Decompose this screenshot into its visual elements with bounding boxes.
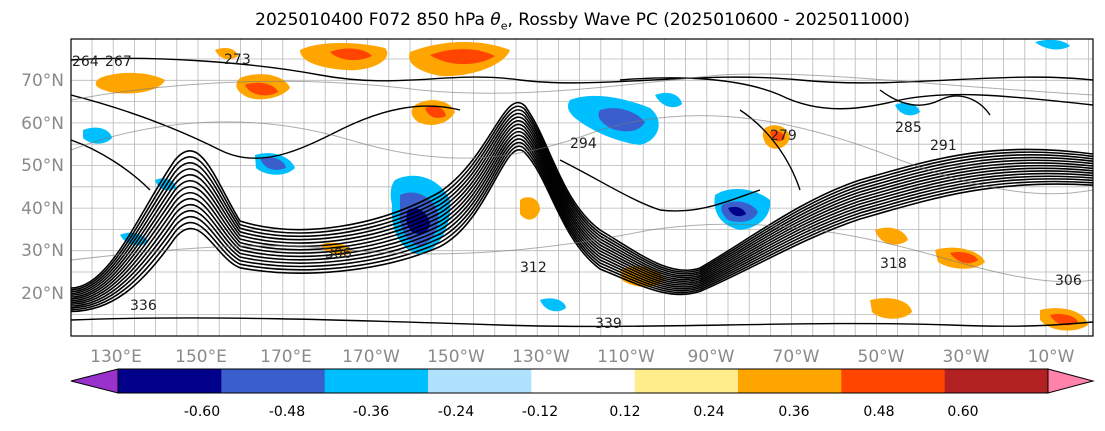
map-panel: 264 267 273 294 279 285 291 306 312 318 … — [71, 39, 1093, 336]
colorbar-arrow-right — [1047, 368, 1095, 394]
contour-label: 312 — [520, 260, 547, 276]
lat-label: 70°N — [21, 71, 64, 91]
lon-label: 170°W — [342, 347, 400, 367]
colorbar-segment — [428, 369, 532, 393]
contour-labels: 264 267 273 294 279 285 291 306 312 318 … — [72, 52, 1082, 332]
lon-label: 90°W — [688, 347, 735, 367]
contour-label: 291 — [930, 138, 957, 154]
contour-line — [71, 149, 1093, 313]
contour-line — [71, 109, 1093, 293]
lon-label: 130°W — [512, 347, 570, 367]
lat-label: 60°N — [21, 114, 64, 134]
colorbar-segment — [324, 369, 429, 393]
colorbar-tick-label: 0.36 — [778, 404, 809, 420]
map-frame — [70, 38, 1094, 337]
colorbar-tick-label: -0.48 — [269, 404, 305, 420]
colorbar-tick-label: -0.36 — [353, 404, 389, 420]
rossby-wave-contours — [71, 73, 1093, 283]
lat-label: 40°N — [21, 199, 64, 219]
colorbar-tick-label: 0.48 — [863, 404, 894, 420]
contour-line — [71, 120, 1093, 298]
contour-line — [71, 131, 1093, 304]
colorbar-segment — [634, 369, 739, 393]
contour-label: 285 — [895, 120, 922, 136]
contour-label: 306 — [325, 246, 352, 262]
colorbar-frame — [117, 368, 1049, 394]
lon-label: 50°W — [858, 347, 905, 367]
colorbar-tick-label: -0.24 — [438, 404, 474, 420]
longitude-labels: 130°E 150°E 170°E 170°W 150°W 130°W 110°… — [90, 347, 1075, 367]
contour-line — [71, 105, 1093, 291]
colorbar-tick-label: 0.24 — [693, 404, 724, 420]
contour-label: 273 — [224, 52, 251, 68]
contour-label: 318 — [880, 256, 907, 272]
contour-label: 264 — [72, 54, 99, 70]
contour-line — [619, 77, 1093, 110]
lat-label: 30°N — [21, 241, 64, 261]
contour-label: 294 — [570, 136, 597, 152]
contour-line — [71, 102, 1093, 289]
colorbar-tick-label: 0.60 — [947, 404, 978, 420]
contour-line — [71, 94, 461, 159]
lon-label: 170°E — [260, 347, 312, 367]
lon-label: 150°W — [427, 347, 485, 367]
contour-label: 267 — [105, 54, 132, 70]
contour-line — [879, 89, 991, 116]
colorbar-tick-label: -0.12 — [522, 404, 558, 420]
colorbar-tick-label: -0.60 — [184, 404, 220, 420]
contour-label: 339 — [595, 316, 622, 332]
lon-label: 30°W — [943, 347, 990, 367]
contour-line — [71, 113, 1093, 295]
colorbar-segment — [221, 369, 326, 393]
contour-line — [71, 138, 1093, 307]
colorbar-segment — [841, 369, 946, 393]
lon-label: 110°W — [597, 347, 655, 367]
contour-line — [739, 109, 801, 191]
contour-line — [71, 127, 1093, 302]
contour-line — [71, 317, 1093, 328]
colorbar-segment — [738, 369, 842, 393]
contour-label: 279 — [770, 128, 797, 144]
colorbar-segment — [944, 369, 1049, 393]
colorbar-tick-label: 0.12 — [609, 404, 640, 420]
contour-line — [71, 116, 1093, 296]
contour-line — [71, 123, 1093, 300]
lon-label: 70°W — [773, 347, 820, 367]
map-title: 2025010400 F072 850 hPa θe, Rossby Wave … — [255, 10, 910, 33]
contour-line — [71, 142, 1093, 309]
lon-label: 150°E — [175, 347, 227, 367]
colorbar — [70, 368, 1095, 394]
colorbar-segment — [531, 369, 636, 393]
contour-label: 306 — [1055, 273, 1082, 289]
colorbar-arrow-left — [70, 368, 119, 394]
lat-label: 50°N — [21, 156, 64, 176]
contour-label: 336 — [130, 298, 157, 314]
colorbar-labels: -0.60 -0.48 -0.36 -0.24 -0.12 0.12 0.24 … — [184, 404, 979, 420]
lat-label: 20°N — [21, 284, 64, 304]
contour-line — [71, 134, 1093, 305]
contour-line — [71, 145, 1093, 311]
theta-e-contours — [71, 57, 1093, 328]
contour-line — [559, 159, 761, 212]
lon-label: 10°W — [1028, 347, 1075, 367]
lon-label: 130°E — [90, 347, 142, 367]
colorbar-segment — [118, 369, 222, 393]
contour-line — [71, 139, 151, 191]
latitude-labels: 70°N 60°N 50°N 40°N 30°N 20°N — [21, 71, 64, 304]
